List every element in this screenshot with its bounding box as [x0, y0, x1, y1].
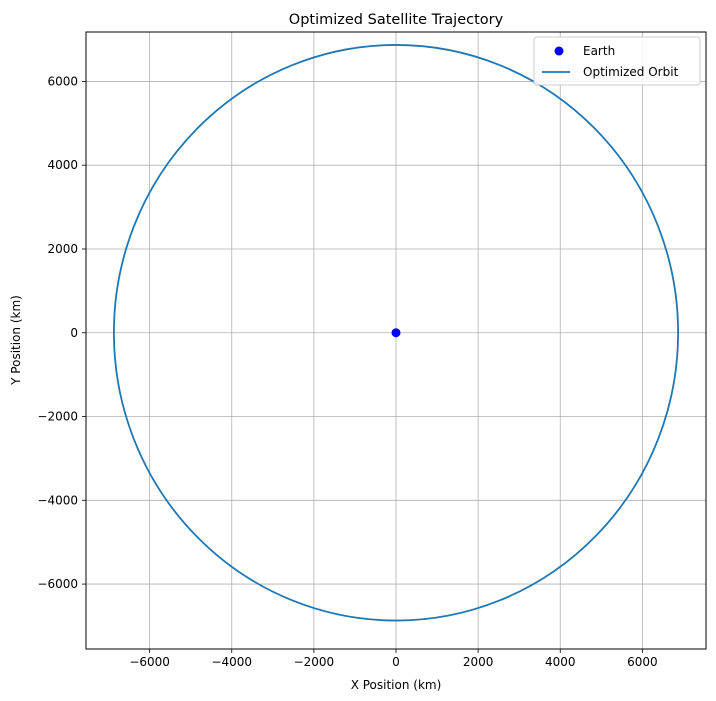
x-tick-label: −2000 — [294, 655, 335, 669]
y-tick-label: 4000 — [47, 158, 78, 172]
x-tick-label: 0 — [392, 655, 400, 669]
y-tick-label: −6000 — [37, 577, 78, 591]
legend-earth-marker — [554, 46, 564, 56]
orbit-path — [112, 44, 680, 622]
legend-orbit-label: Optimized Orbit — [583, 65, 679, 79]
y-axis-label: Y Position (km) — [9, 295, 23, 386]
x-axis-label: X Position (km) — [351, 678, 442, 692]
chart-title: Optimized Satellite Trajectory — [289, 12, 504, 28]
earth-point — [391, 328, 401, 338]
x-tick-label: 6000 — [627, 655, 658, 669]
legend-earth-label: Earth — [583, 44, 615, 58]
x-ticks: −6000 −4000 −2000 0 2000 4000 6000 — [129, 649, 658, 669]
y-tick-label: 6000 — [47, 74, 78, 88]
x-tick-label: −4000 — [211, 655, 252, 669]
y-tick-label: 0 — [70, 326, 78, 340]
point-layer — [391, 328, 401, 338]
y-tick-label: −4000 — [37, 493, 78, 507]
orbit-layer — [112, 44, 680, 622]
legend: Earth Optimized Orbit — [533, 36, 701, 86]
legend-box — [533, 36, 701, 86]
y-tick-label: −2000 — [37, 410, 78, 424]
x-tick-label: 4000 — [545, 655, 576, 669]
x-tick-label: −6000 — [129, 655, 170, 669]
y-tick-label: 2000 — [47, 242, 78, 256]
y-ticks: −6000 −4000 −2000 0 2000 4000 6000 — [37, 74, 86, 591]
x-tick-label: 2000 — [463, 655, 494, 669]
